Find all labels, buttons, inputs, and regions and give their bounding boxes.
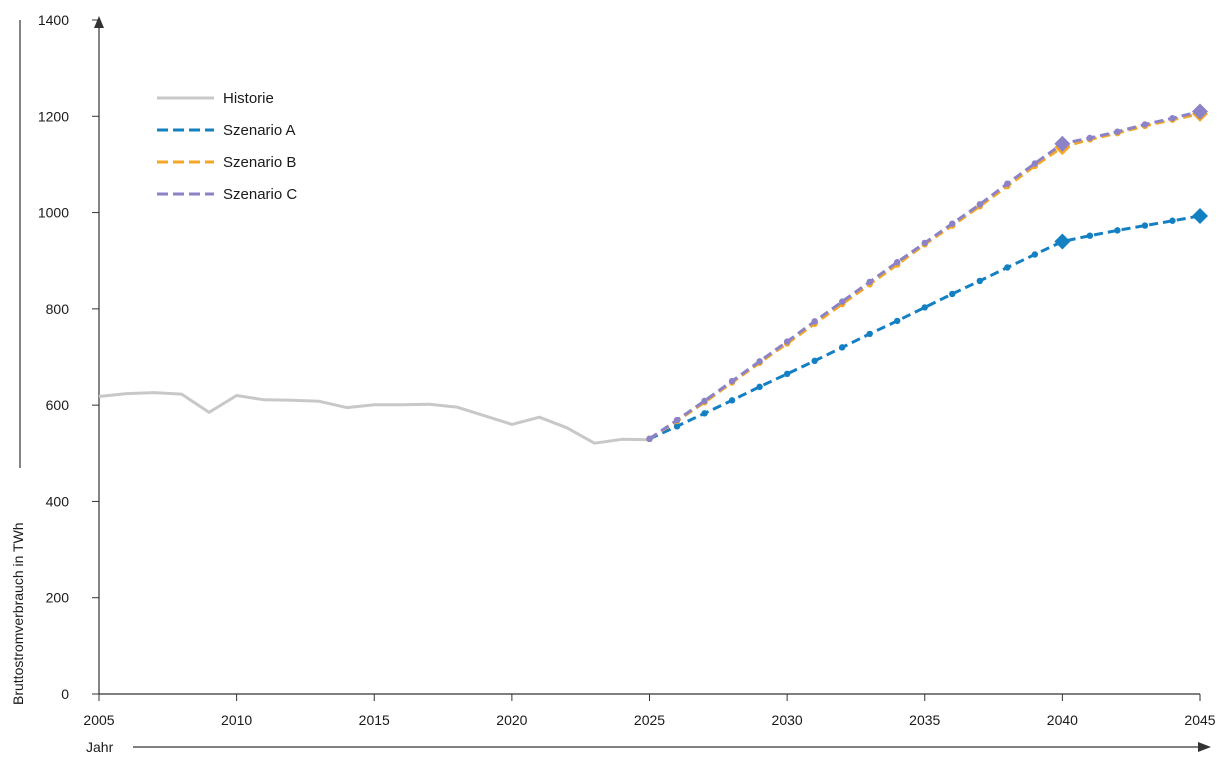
data-point bbox=[949, 290, 956, 298]
data-point bbox=[866, 330, 873, 338]
data-point bbox=[701, 410, 708, 417]
x-tick-label: 2025 bbox=[634, 712, 665, 728]
y-axis-arrow bbox=[94, 16, 104, 28]
data-point bbox=[756, 383, 763, 391]
data-point bbox=[701, 397, 708, 405]
chart-axes: 0 200 400 600 800 1000 1200 1400 2005 2010 2015 202… bbox=[19, 12, 1216, 752]
data-point bbox=[728, 377, 736, 385]
data-point bbox=[1114, 128, 1121, 135]
y-tick-label: 800 bbox=[46, 301, 70, 317]
x-tick-label: 2035 bbox=[909, 712, 940, 728]
data-point bbox=[646, 435, 653, 443]
data-point bbox=[783, 370, 791, 378]
x-tick-label: 2045 bbox=[1184, 712, 1215, 728]
data-point bbox=[1004, 180, 1011, 187]
data-point bbox=[673, 416, 681, 424]
y-tick-label: 1400 bbox=[38, 12, 69, 28]
data-point bbox=[921, 304, 928, 311]
x-tick-label: 2005 bbox=[83, 712, 114, 728]
x-tick-label: 2030 bbox=[772, 712, 803, 728]
series-szenario-c bbox=[646, 103, 1208, 443]
data-point bbox=[1169, 115, 1176, 122]
y-tick-label: 1000 bbox=[38, 205, 69, 221]
y-tick-label: 200 bbox=[46, 590, 70, 606]
data-point bbox=[673, 423, 681, 430]
data-point bbox=[811, 357, 818, 365]
data-point bbox=[1141, 121, 1149, 128]
data-point bbox=[1169, 217, 1176, 224]
data-point bbox=[921, 239, 928, 247]
data-point bbox=[866, 278, 873, 286]
series-line bbox=[648, 214, 1201, 441]
data-point bbox=[1114, 227, 1121, 234]
x-label-arrow-head bbox=[1198, 742, 1211, 752]
x-tick-label: 2010 bbox=[221, 712, 252, 728]
data-point bbox=[1031, 251, 1039, 258]
x-tick-label: 2015 bbox=[359, 712, 390, 728]
data-point bbox=[756, 358, 763, 365]
legend: Historie Szenario A Szenario B Szenario C bbox=[157, 90, 297, 203]
series-line bbox=[98, 391, 650, 445]
data-point bbox=[1086, 134, 1094, 142]
data-point bbox=[949, 220, 956, 227]
highlight-marker bbox=[1054, 233, 1071, 250]
x-tick-label: 2020 bbox=[496, 712, 527, 728]
legend-label: Szenario B bbox=[223, 154, 296, 171]
series-line bbox=[648, 112, 1201, 441]
series-layer bbox=[98, 103, 1208, 445]
y-tick-label: 1200 bbox=[38, 108, 69, 124]
legend-label: Historie bbox=[223, 90, 274, 107]
data-point bbox=[894, 258, 901, 266]
legend-label: Szenario A bbox=[223, 122, 296, 139]
series-historie bbox=[98, 391, 650, 445]
y-tick-label: 600 bbox=[46, 397, 70, 413]
data-point bbox=[811, 318, 818, 325]
data-point bbox=[976, 201, 983, 208]
data-point bbox=[1031, 160, 1039, 167]
data-point bbox=[838, 298, 846, 305]
data-point bbox=[1086, 232, 1094, 239]
x-tick-label: 2040 bbox=[1047, 712, 1078, 728]
y-tick-label: 400 bbox=[46, 493, 70, 509]
y-tick-label: 0 bbox=[61, 686, 69, 702]
series-szenario-b bbox=[646, 105, 1208, 443]
series-line bbox=[648, 110, 1201, 441]
highlight-marker bbox=[1192, 207, 1208, 224]
data-point bbox=[1141, 222, 1149, 229]
data-point bbox=[894, 317, 901, 325]
data-point bbox=[783, 338, 791, 345]
data-point bbox=[728, 397, 736, 404]
data-point bbox=[1004, 264, 1011, 271]
data-point bbox=[838, 344, 846, 351]
y-axis-label: Bruttostromverbrauch in TWh bbox=[10, 522, 26, 705]
highlight-marker bbox=[1054, 135, 1071, 152]
x-axis-label: Jahr bbox=[86, 739, 114, 755]
legend-label: Szenario C bbox=[223, 186, 297, 203]
highlight-marker bbox=[1192, 103, 1208, 120]
data-point bbox=[976, 277, 983, 285]
